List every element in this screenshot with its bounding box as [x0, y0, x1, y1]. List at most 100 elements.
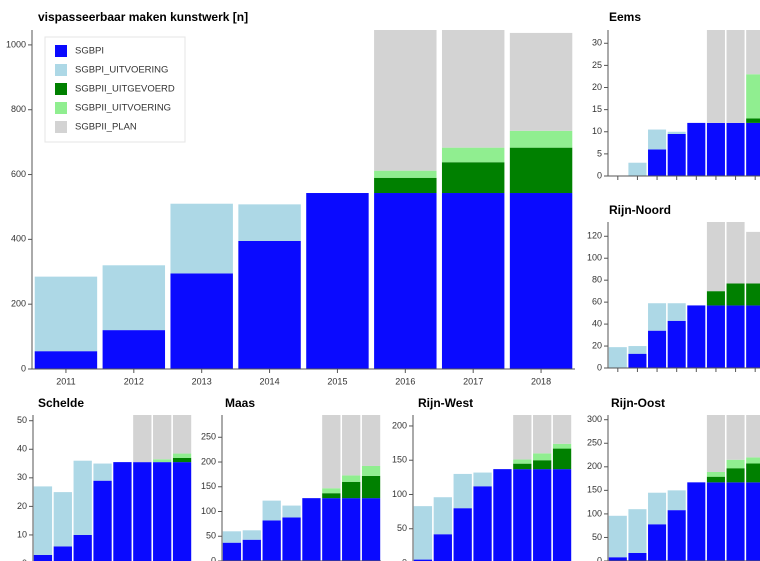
x-tick-label: 2014: [260, 376, 280, 386]
y-tick-label: 200: [11, 299, 26, 309]
bar-segment: [153, 462, 172, 561]
bar-segment: [667, 133, 686, 176]
bar-segment: [552, 443, 572, 449]
bar-segment: [687, 482, 706, 561]
x-tick-label: 2016: [395, 376, 415, 386]
bar-segment: [441, 193, 505, 369]
chart-title: Maas: [225, 396, 255, 410]
y-tick-label: 150: [201, 481, 216, 491]
y-tick-label: 40: [592, 318, 602, 328]
bar-segment: [667, 303, 686, 321]
y-tick-label: 200: [587, 461, 602, 471]
bar-segment: [93, 463, 112, 481]
y-tick-label: 600: [11, 169, 26, 179]
bar-segment: [648, 330, 667, 368]
bar-segment: [667, 490, 686, 511]
bar-segment: [648, 129, 667, 150]
bar-segment: [746, 118, 760, 123]
y-tick-label: 100: [201, 506, 216, 516]
legend-swatch: [55, 121, 67, 133]
bar-segment: [608, 557, 627, 561]
bar-segment: [628, 353, 647, 368]
bar-segment: [533, 469, 552, 561]
bar-segment: [153, 415, 172, 460]
bar-segment: [342, 415, 361, 476]
bar-segment: [113, 462, 132, 561]
legend-label: SGBPI_UITVOERING: [75, 65, 168, 76]
plot: [608, 222, 760, 368]
bar-segment: [533, 453, 552, 461]
bar-segment: [133, 415, 152, 463]
legend-swatch: [55, 64, 67, 76]
bar-segment: [473, 472, 492, 487]
bar-segment: [746, 415, 760, 458]
bar-segment: [238, 204, 301, 241]
bar-segment: [552, 469, 572, 561]
y-tick-label: 20: [592, 82, 602, 92]
bar-segment: [628, 552, 647, 561]
bar-segment: [342, 475, 361, 482]
bar-segment: [222, 531, 242, 543]
bar-segment: [706, 476, 725, 483]
y-tick-label: 20: [17, 501, 27, 511]
y-tick-label: 250: [587, 438, 602, 448]
chart-title: Eems: [609, 10, 641, 24]
y-tick-label: 5: [597, 148, 602, 158]
bar-segment: [322, 498, 341, 561]
bar-segment: [628, 162, 647, 176]
bar-segment: [441, 147, 505, 163]
y-tick-label: 150: [392, 455, 407, 465]
bar-segment: [552, 448, 572, 470]
bar-segment: [726, 122, 745, 176]
y-tick-label: 0: [21, 363, 26, 373]
bar-segment: [746, 74, 760, 119]
bar-segment: [282, 505, 301, 518]
bar-segment: [374, 177, 437, 194]
bar-segment: [433, 497, 452, 535]
y-tick-label: 200: [201, 456, 216, 466]
legend-swatch: [55, 83, 67, 95]
bar-segment: [361, 465, 381, 476]
bar-segment: [706, 122, 725, 176]
legend-swatch: [55, 45, 67, 57]
bar-segment: [262, 520, 281, 561]
bar-segment: [433, 534, 452, 561]
bar-segment: [513, 415, 532, 460]
chart-title: Rijn-West: [418, 396, 473, 410]
y-tick-label: 0: [22, 558, 27, 561]
bar-segment: [133, 462, 152, 561]
legend-swatch: [55, 102, 67, 114]
bar-segment: [726, 283, 745, 306]
x-tick-label: 2015: [327, 376, 347, 386]
y-tick-label: 400: [11, 234, 26, 244]
bar-segment: [33, 554, 53, 561]
legend-label: SGBPI: [75, 46, 104, 57]
bar-segment: [726, 482, 745, 561]
bar-segment: [746, 305, 760, 368]
bar-segment: [322, 415, 341, 489]
plot: [628, 30, 760, 176]
bar-segment: [441, 162, 505, 194]
plot: [608, 415, 760, 561]
bar-segment: [746, 463, 760, 483]
bar-segment: [153, 459, 172, 463]
bar-segment: [361, 475, 381, 499]
chart-title: Rijn-Noord: [609, 203, 671, 217]
bar-segment: [667, 510, 686, 561]
bar-segment: [53, 546, 72, 561]
bar-segment: [648, 524, 667, 561]
bar-segment: [473, 486, 492, 561]
bar-segment: [172, 415, 192, 454]
bar-segment: [102, 265, 166, 331]
y-tick-label: 10: [17, 529, 27, 539]
bar-segment: [706, 291, 725, 306]
bar-segment: [413, 559, 433, 561]
x-tick-label: 2012: [124, 376, 144, 386]
bar-segment: [706, 305, 725, 368]
bar-segment: [242, 539, 261, 561]
y-tick-label: 10: [592, 126, 602, 136]
bar-segment: [726, 222, 745, 284]
chart-title: Schelde: [38, 396, 84, 410]
chart-title: Rijn-Oost: [611, 396, 665, 410]
bar-segment: [73, 534, 92, 561]
